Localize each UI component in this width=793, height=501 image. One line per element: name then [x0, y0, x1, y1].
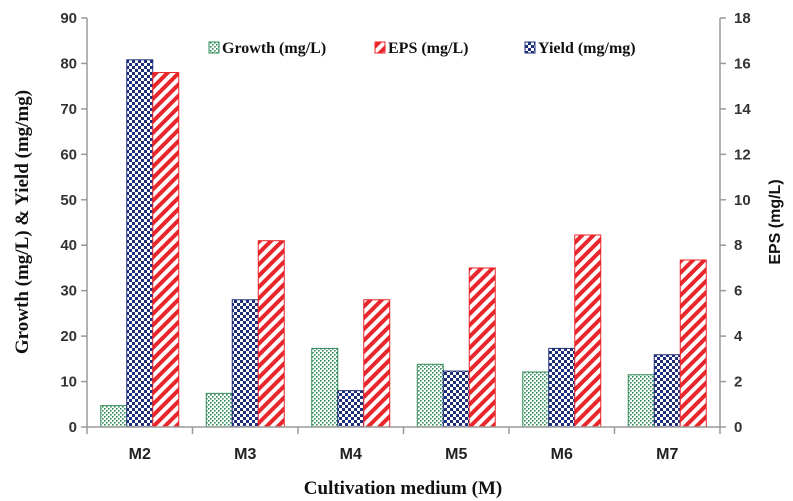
y-axis-right-title: EPS (mg/L): [767, 179, 784, 264]
bar-eps-mg-l-m5: [468, 267, 496, 428]
y-left-tick-label: 10: [60, 374, 77, 391]
legend-label-yield-mg-mg: Yield (mg/mg): [538, 40, 636, 57]
y-left-tick-label: 80: [60, 55, 77, 72]
y-right-ticks: 0 2 4 6 8 10 12 14 16 18: [720, 10, 751, 436]
bar-growth-mg-l-m5: [416, 363, 444, 428]
bar-eps-mg-l-m2: [152, 72, 180, 428]
y-left-tick-label: 20: [60, 328, 77, 345]
y-right-tick-label: 12: [734, 146, 751, 163]
bar-eps-mg-l-m3: [257, 240, 285, 428]
x-tick-label: M4: [340, 446, 362, 463]
y-left-tick-label: 30: [60, 283, 77, 300]
legend: Growth (mg/L) EPS (mg/L) Yield (mg/mg): [208, 40, 636, 57]
bar-eps-mg-l-m6: [574, 234, 602, 428]
bar-eps-mg-l-m4: [363, 299, 391, 428]
bars-group: [100, 59, 707, 428]
legend-swatch-eps-mg-l: [374, 41, 386, 54]
bar-growth-mg-l-m7: [627, 374, 655, 428]
x-tick-label: M7: [656, 446, 678, 463]
y-right-tick-label: 2: [734, 374, 742, 391]
axes-group: [86, 18, 721, 428]
bar-growth-mg-l-m2: [100, 405, 128, 428]
y-left-tick-label: 70: [60, 101, 77, 118]
y-right-tick-label: 10: [734, 192, 751, 209]
bar-eps-mg-l-m7: [679, 259, 707, 428]
x-axis-title: Cultivation medium (M): [304, 478, 502, 499]
y-axis-left-title: Growth (mg/L) & Yield (mg/mg): [12, 90, 33, 354]
legend-label-growth-mg-l: Growth (mg/L): [222, 40, 326, 57]
y-right-tick-label: 8: [734, 237, 742, 254]
bar-yield-mg-mg-m7: [653, 354, 681, 428]
y-right-tick-label: 6: [734, 283, 742, 300]
legend-swatch-yield-mg-mg: [524, 41, 536, 54]
bar-yield-mg-mg-m6: [548, 347, 576, 428]
legend-label-eps-mg-l: EPS (mg/L): [388, 40, 468, 57]
bar-growth-mg-l-m4: [311, 347, 339, 428]
x-tick-label: M6: [551, 446, 573, 463]
x-tick-label: M3: [234, 446, 256, 463]
x-tick-label: M2: [129, 446, 151, 463]
bar-yield-mg-mg-m4: [337, 390, 365, 428]
x-category-labels: M2 M3 M4 M5 M6 M7: [86, 427, 721, 463]
y-right-tick-label: 14: [734, 101, 751, 118]
y-left-tick-label: 90: [60, 10, 77, 27]
x-tick-label: M5: [445, 446, 467, 463]
y-right-tick-label: 16: [734, 55, 751, 72]
y-right-tick-label: 0: [734, 419, 742, 436]
y-left-tick-label: 60: [60, 146, 77, 163]
bar-yield-mg-mg-m5: [442, 370, 470, 428]
y-right-tick-label: 18: [734, 10, 751, 27]
y-right-tick-label: 4: [734, 328, 743, 345]
y-left-tick-label: 40: [60, 237, 77, 254]
bar-growth-mg-l-m3: [205, 392, 233, 428]
legend-swatch-growth-mg-l: [208, 41, 220, 54]
y-left-ticks: 0 10 20 30 40 50 60 70 80 90: [60, 10, 87, 436]
y-left-tick-label: 50: [60, 192, 77, 209]
bar-yield-mg-mg-m3: [231, 299, 259, 428]
y-left-tick-label: 0: [69, 419, 77, 436]
bar-growth-mg-l-m6: [522, 371, 550, 428]
bar-yield-mg-mg-m2: [126, 59, 154, 428]
